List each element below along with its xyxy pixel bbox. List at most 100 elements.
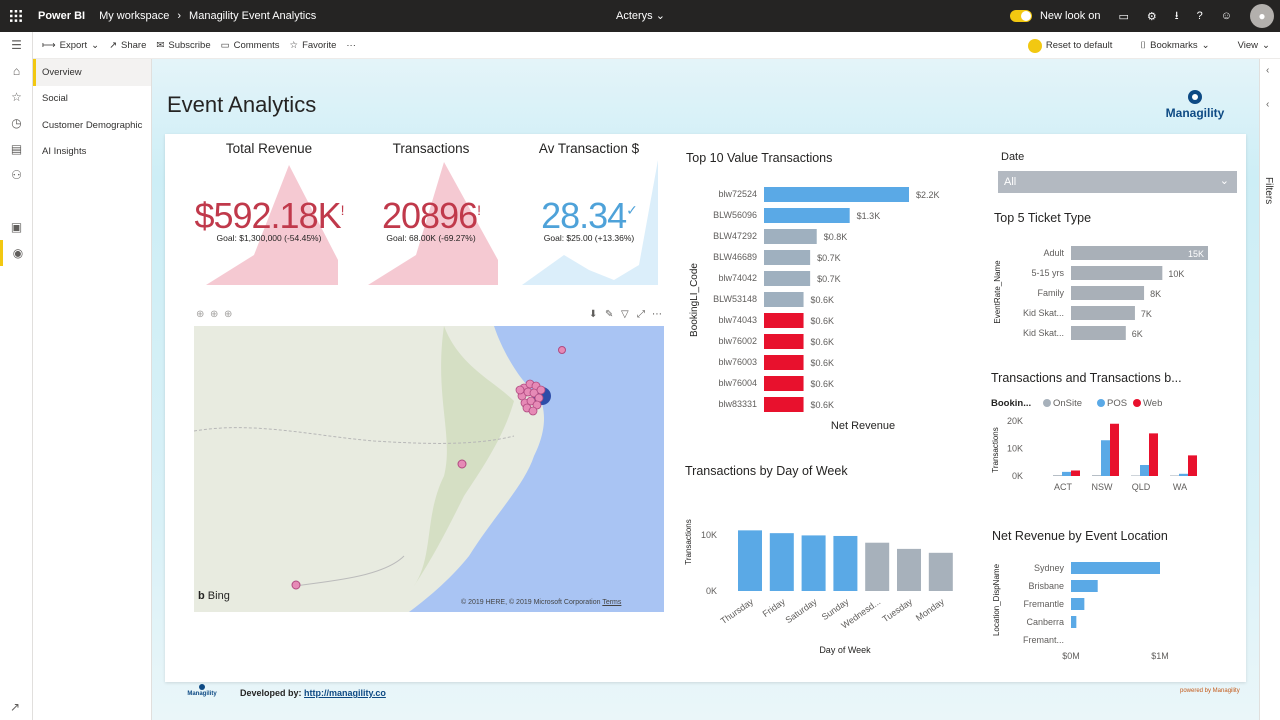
app-launcher-icon[interactable] — [0, 0, 32, 32]
export-button[interactable]: ⟼ Export ⌄ — [42, 40, 99, 51]
apps-icon[interactable]: ▤ — [10, 142, 23, 156]
my-workspace-icon[interactable]: ◉ — [0, 240, 33, 266]
chart-title-top10: Top 10 Value Transactions — [686, 151, 833, 165]
favorites-icon[interactable]: ☆ — [11, 90, 22, 104]
date-slicer-dropdown[interactable]: All ⌄ — [998, 171, 1237, 193]
bar — [1071, 470, 1080, 476]
toggle-switch[interactable] — [1009, 10, 1032, 23]
page-tab-customer-demographic[interactable]: Customer Demographic — [42, 119, 143, 131]
page-tab-social[interactable]: Social — [42, 93, 68, 105]
legend-title: Bookin... — [991, 398, 1031, 409]
kpi-av-transaction[interactable]: Av Transaction $ 28.34✓ Goal: $25.00 (+1… — [514, 140, 664, 285]
bar — [1071, 286, 1145, 300]
bing-logo: b Bing — [198, 590, 230, 602]
chevron-right-icon: › — [177, 10, 182, 22]
chart-top5-ticket-type[interactable]: Adult 15K 5-15 yrs 10K Family 8K Kid Skat... 7K… — [988, 240, 1238, 345]
breadcrumb-workspace[interactable]: My workspace — [99, 10, 170, 22]
chart-title-state: Transactions and Transactions b... — [991, 371, 1182, 385]
home-icon[interactable]: ⌂ — [12, 64, 21, 78]
bar — [1062, 471, 1071, 476]
kpi-transactions[interactable]: Transactions 20896! Goal: 68.00K (-69.27… — [356, 140, 506, 285]
view-button[interactable]: View ⌄ — [1238, 40, 1270, 51]
help-icon[interactable]: ? — [1196, 10, 1203, 22]
filters-chevron-icon[interactable]: ‹ — [1266, 99, 1270, 110]
bar — [764, 250, 811, 265]
more-options-button[interactable]: ··· — [346, 40, 356, 51]
avatar[interactable]: ● — [1250, 4, 1274, 28]
x-tick-label: Saturday — [783, 596, 819, 625]
filters-pane[interactable]: ‹ ‹ Filters — [1259, 59, 1280, 720]
data-label: 8K — [1150, 289, 1161, 299]
bar — [1140, 465, 1149, 476]
breadcrumb-report[interactable]: Managility Event Analytics — [189, 10, 317, 22]
bar — [865, 542, 890, 591]
drill-down-icon[interactable]: ⊕ — [210, 309, 219, 320]
attribution-text: © 2019 HERE, © 2019 Microsoft Corporatio… — [461, 599, 601, 606]
share-button[interactable]: ↗ Share — [109, 40, 146, 51]
kpi-value: $592.18K! — [194, 195, 344, 237]
kpi-total-revenue[interactable]: Total Revenue $592.18K! Goal: $1,300,000… — [194, 140, 344, 285]
action-bar: ⟼ Export ⌄ ↗ Share ✉ Subscribe ▭ Comments ☆ Fa… — [33, 32, 1280, 59]
drill-up-icon[interactable]: ⊕ — [196, 309, 205, 320]
workspaces-icon[interactable]: ▣ — [10, 220, 23, 234]
expand-icon[interactable]: ↗ — [10, 700, 21, 714]
brand-name[interactable]: Power BI — [38, 10, 86, 22]
y-tick-label: 10K — [701, 530, 717, 540]
export-icon: ⟼ — [42, 39, 56, 51]
feedback-icon[interactable]: ☺ — [1220, 10, 1232, 22]
reset-icon — [1027, 38, 1042, 53]
favorite-button[interactable]: ☆ Favorite — [290, 40, 337, 51]
new-look-toggle[interactable]: New look on — [1009, 10, 1101, 23]
subscribe-button[interactable]: ✉ Subscribe — [156, 40, 210, 51]
reset-button[interactable]: Reset to default — [1027, 38, 1112, 53]
event-location-map[interactable] — [194, 326, 664, 612]
data-label: $0.6K — [811, 337, 835, 347]
x-tick-label: $1M — [1151, 651, 1169, 661]
data-label: 15K — [1188, 249, 1204, 259]
export-label: Export — [59, 39, 88, 51]
filters-label[interactable]: Filters — [1263, 177, 1274, 205]
legend-dot-web — [1133, 399, 1141, 407]
drill-mode-icon[interactable]: ⬇ — [589, 309, 598, 320]
page-tab-overview[interactable]: Overview — [33, 59, 151, 86]
download-icon[interactable]: ⭳ — [1174, 9, 1179, 22]
focus-mode-icon[interactable]: ⤢ — [637, 309, 645, 320]
pin-icon[interactable]: ✎ — [605, 309, 614, 320]
category-label: BLW46689 — [713, 252, 757, 262]
bar — [1071, 246, 1208, 260]
category-label: Brisbane — [1028, 581, 1064, 591]
filter-icon[interactable]: ▽ — [621, 309, 629, 320]
recent-icon[interactable]: ◷ — [11, 116, 22, 130]
workspace-selector[interactable]: Acterys ⌄ — [616, 9, 665, 22]
chart-net-revenue-by-location[interactable]: Sydney Brisbane Fremantle Canberra Fremant..… — [988, 556, 1228, 666]
kpi-title: Transactions — [392, 141, 470, 156]
page-tab-ai-insights[interactable]: AI Insights — [42, 146, 87, 158]
hamburger-menu-icon[interactable]: ☰ — [11, 38, 22, 52]
chart-top10-value-transactions[interactable]: blw72524 $2.2K BLW56096 $1.3K BLW47292 $0.8K B… — [683, 180, 953, 440]
bar — [897, 548, 921, 591]
collapse-icon[interactable]: ‹ — [1266, 65, 1270, 76]
settings-icon[interactable]: ⚙ — [1146, 10, 1157, 23]
kpi-value-text: $592.18K — [194, 195, 341, 236]
developed-by: Developed by: http://managility.co — [240, 688, 386, 698]
expand-all-icon[interactable]: ⊕ — [224, 309, 233, 320]
comments-button[interactable]: ▭ Comments — [221, 40, 280, 51]
subscribe-label: Subscribe — [168, 39, 211, 51]
bookmarks-button[interactable]: ⌷ Bookmarks ⌄ — [1140, 40, 1209, 51]
more-options-icon[interactable]: ⋯ — [652, 309, 662, 320]
chart-transactions-by-state[interactable]: Bookin... OnSite POS Web 20K 10K 0K Transaction… — [988, 394, 1228, 498]
bar — [764, 208, 850, 223]
terms-link[interactable]: Terms — [602, 599, 622, 606]
category-label: blw72524 — [718, 189, 757, 199]
bar — [764, 229, 817, 244]
bar — [1071, 326, 1126, 340]
developer-link[interactable]: http://managility.co — [304, 688, 386, 698]
notifications-icon[interactable]: ▭ — [1118, 10, 1129, 23]
category-label: Fremant... — [1023, 635, 1064, 645]
logo-text: Managility — [1165, 106, 1225, 120]
x-tick-label: QLD — [1132, 482, 1151, 492]
chevron-down-icon: ⌄ — [1219, 175, 1229, 187]
kpi-trend-area — [206, 165, 338, 285]
shared-icon[interactable]: ⚇ — [11, 168, 22, 182]
